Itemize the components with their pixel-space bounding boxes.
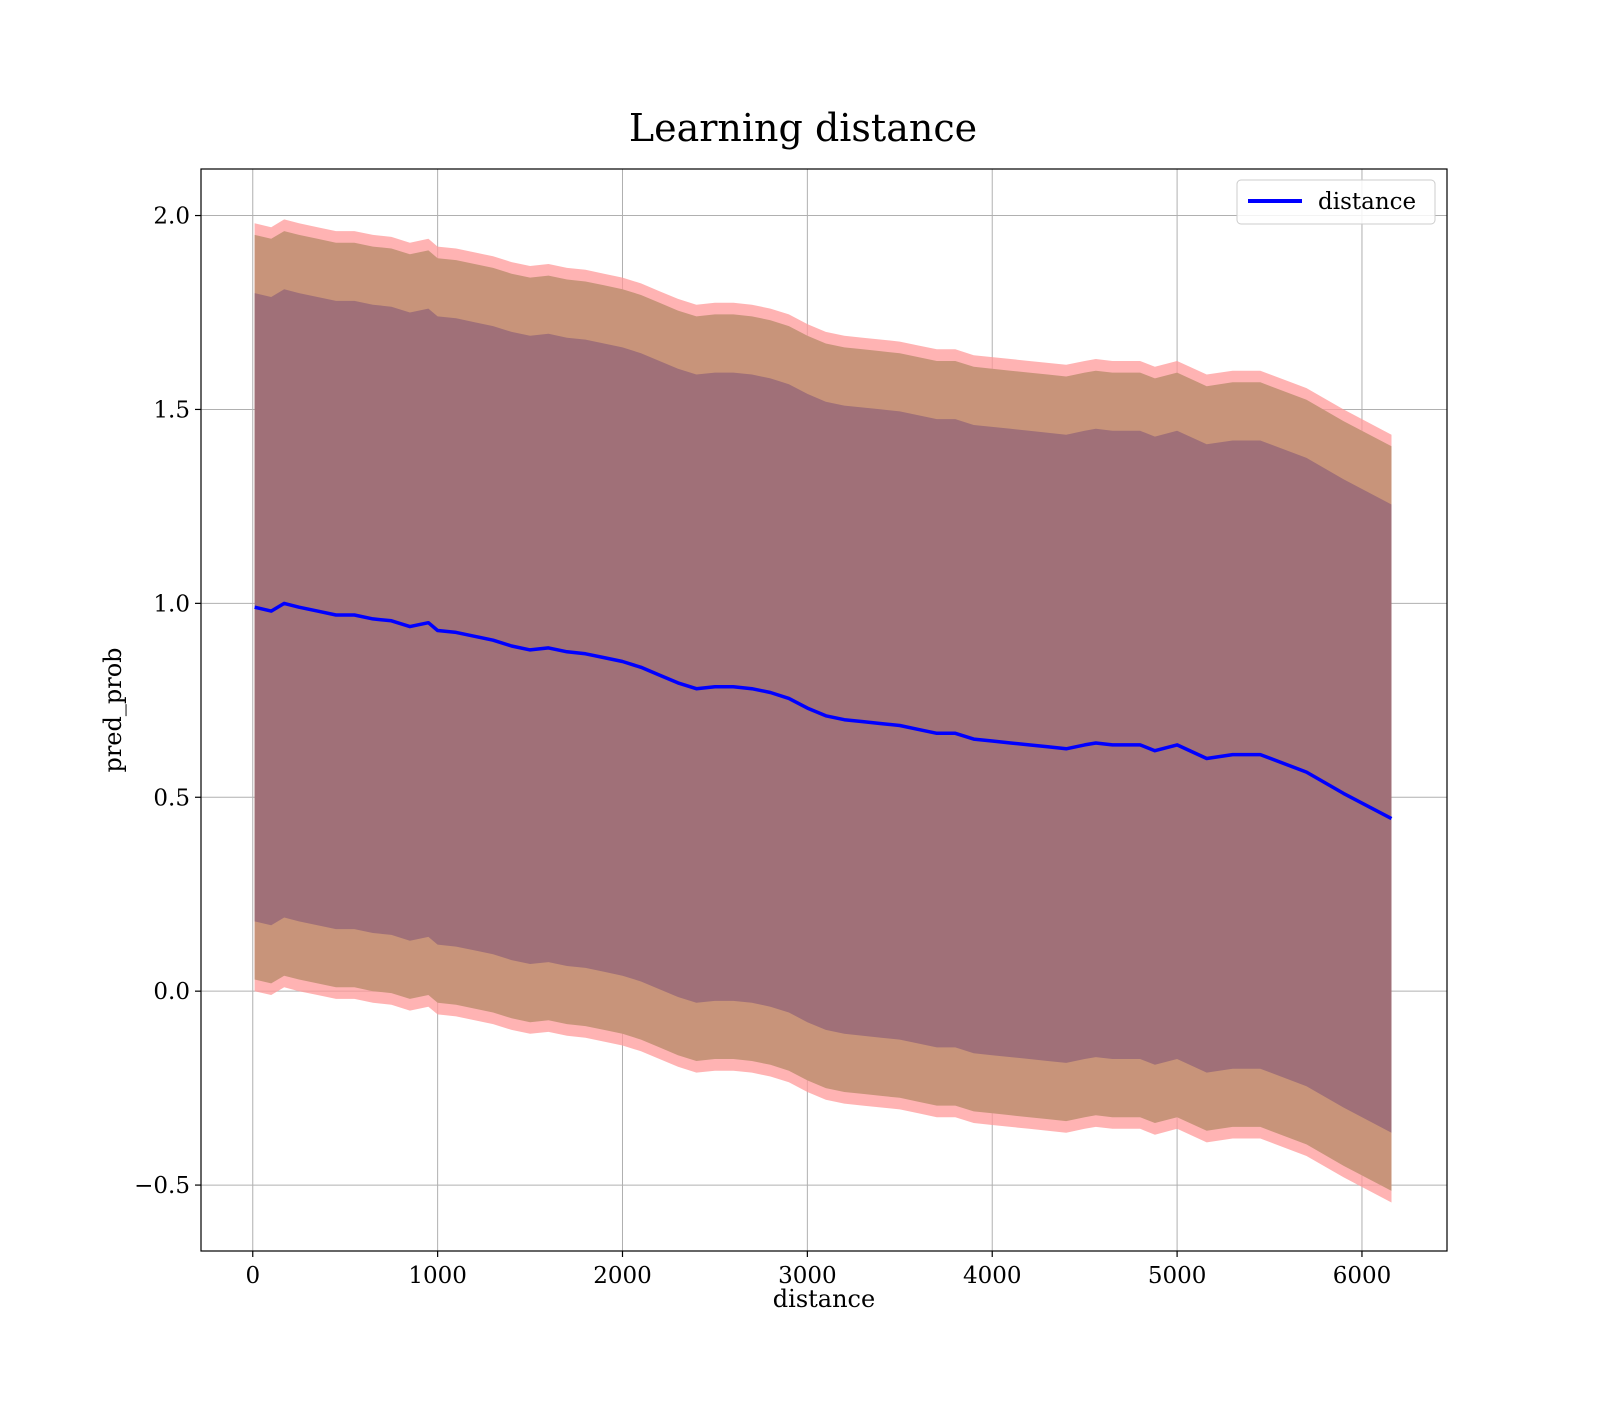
x-tick-label: 5000: [1148, 1263, 1207, 1289]
series-line-distance: [254, 601, 1393, 821]
y-tick-label: 0.0: [153, 979, 190, 1005]
y-tick-label: 2.0: [153, 204, 190, 230]
x-tick-label: 0: [245, 1263, 260, 1289]
x-axis-label: distance: [773, 1285, 875, 1313]
legend-box: [1236, 179, 1436, 225]
plot-frame: [200, 168, 1448, 1252]
x-tick-label: 1000: [408, 1263, 467, 1289]
x-tick-label: 2000: [593, 1263, 652, 1289]
y-axis-ticks: −0.5 0.0 0.5 1.0 1.5 2.0: [134, 204, 201, 1199]
x-tick-label: 4000: [963, 1263, 1022, 1289]
x-axis-ticks: 0 1000 2000 3000 4000 5000 6000: [245, 1251, 1391, 1289]
y-tick-label: −0.5: [134, 1173, 190, 1199]
x-tick-label: 3000: [778, 1263, 837, 1289]
y-tick-label: 1.0: [153, 591, 190, 617]
x-tick-label: 6000: [1333, 1263, 1392, 1289]
chart-title: Learning distance: [629, 106, 977, 150]
legend: distance: [1236, 179, 1436, 225]
band-inner: [254, 289, 1392, 1133]
y-tick-label: 1.5: [153, 397, 190, 423]
y-tick-label: 0.5: [153, 785, 190, 811]
series-line-layer: [254, 601, 1393, 821]
y-axis-label: pred_prob: [99, 647, 127, 772]
confidence-bands: [254, 219, 1392, 1203]
legend-label-distance: distance: [1318, 189, 1416, 215]
